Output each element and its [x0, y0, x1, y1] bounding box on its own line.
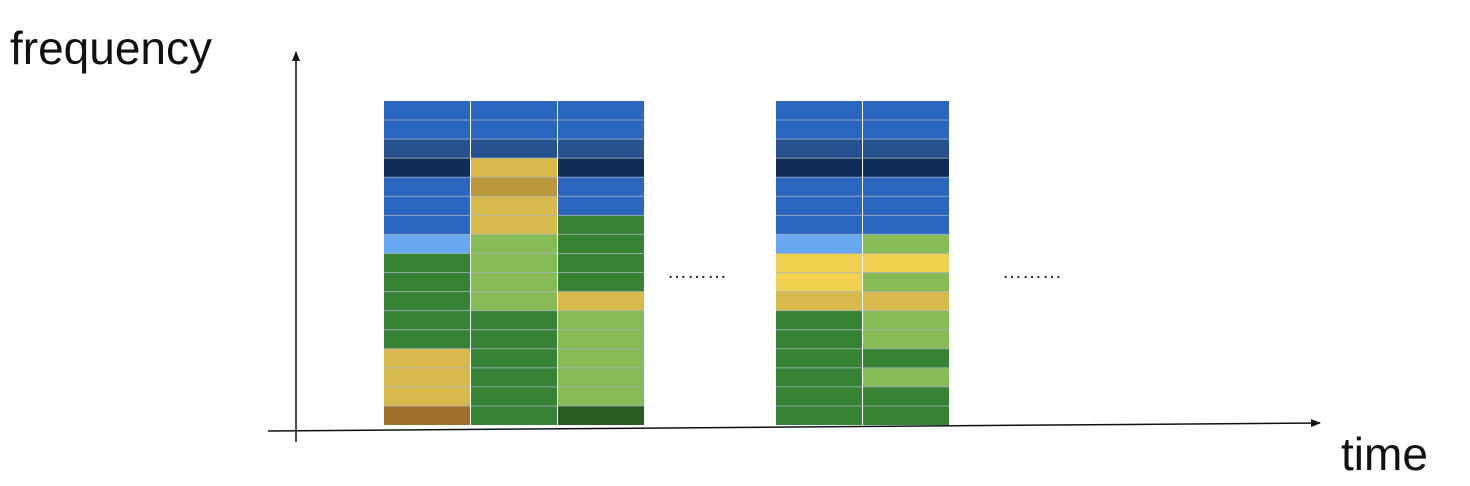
frequency-bin-cell [776, 348, 862, 368]
frequency-bin-cell [863, 367, 949, 387]
spectrogram-column [558, 101, 644, 425]
frequency-axis-label: frequency [10, 22, 212, 74]
frequency-bin-cell [558, 215, 644, 235]
frequency-bin-cell [384, 158, 470, 178]
frequency-bin-cell [776, 139, 862, 159]
frequency-bin-cell [776, 196, 862, 216]
frequency-bin-cell [776, 405, 862, 425]
frequency-bin-cell [558, 158, 644, 178]
frequency-bin-cell [863, 215, 949, 235]
frequency-bin-cell [863, 139, 949, 159]
frequency-bin-cell [863, 196, 949, 216]
frequency-bin-cell [776, 367, 862, 387]
frequency-bin-cell [558, 386, 644, 406]
frequency-bin-cell [384, 234, 470, 254]
frequency-bin-cell [776, 101, 862, 121]
frequency-bin-cell [558, 234, 644, 254]
frequency-bin-cell [471, 310, 557, 330]
spectrogram-column [471, 101, 557, 425]
frequency-bin-cell [471, 196, 557, 216]
frequency-bin-cell [558, 272, 644, 292]
frequency-bin-cell [471, 177, 557, 197]
frequency-bin-cell [471, 139, 557, 159]
frequency-bin-cell [863, 253, 949, 273]
frequency-bin-cell [558, 405, 644, 425]
spectrogram-column [776, 101, 862, 425]
frequency-bin-cell [776, 234, 862, 254]
frequency-bin-cell [558, 196, 644, 216]
frequency-bin-cell [558, 139, 644, 159]
frequency-bin-cell [471, 367, 557, 387]
frequency-bin-cell [471, 101, 557, 121]
frequency-bin-cell [863, 177, 949, 197]
frequency-bin-cell [558, 367, 644, 387]
frequency-bin-cell [384, 367, 470, 387]
frequency-bin-cell [384, 215, 470, 235]
frequency-bin-cell [863, 310, 949, 330]
ellipsis-between-groups: ……… [667, 261, 727, 283]
frequency-bin-cell [471, 405, 557, 425]
frequency-bin-cell [384, 329, 470, 349]
frequency-bin-cell [863, 158, 949, 178]
frequency-bin-cell [558, 253, 644, 273]
frequency-bin-cell [863, 291, 949, 311]
frequency-bin-cell [863, 329, 949, 349]
frequency-bin-cell [384, 177, 470, 197]
frequency-bin-cell [558, 177, 644, 197]
frequency-bin-cell [558, 329, 644, 349]
frequency-bin-cell [558, 120, 644, 140]
frequency-bin-cell [776, 253, 862, 273]
frequency-bin-cell [776, 291, 862, 311]
frequency-bin-cell [471, 253, 557, 273]
frequency-bin-cell [776, 272, 862, 292]
frequency-bin-cell [776, 386, 862, 406]
frequency-bin-cell [384, 291, 470, 311]
frequency-bin-cell [776, 158, 862, 178]
frequency-bin-cell [384, 386, 470, 406]
frequency-bin-cell [471, 120, 557, 140]
frequency-bin-cell [384, 348, 470, 368]
frequency-bin-cell [558, 291, 644, 311]
frequency-bin-cell [384, 253, 470, 273]
ellipsis-after-groups: ……… [1002, 261, 1062, 283]
frequency-bin-cell [384, 405, 470, 425]
spectrogram-column [863, 101, 949, 425]
frequency-bin-cell [384, 139, 470, 159]
frequency-bin-cell [863, 405, 949, 425]
frequency-bin-cell [863, 120, 949, 140]
frequency-bin-cell [471, 272, 557, 292]
frequency-bin-cell [384, 101, 470, 121]
frequency-bin-cell [863, 234, 949, 254]
frequency-bin-cell [558, 101, 644, 121]
time-axis-label: time [1341, 428, 1428, 480]
frequency-bin-cell [471, 348, 557, 368]
frequency-bin-cell [471, 158, 557, 178]
frequency-bin-cell [384, 272, 470, 292]
spectrogram-column [384, 101, 470, 425]
frequency-bin-cell [384, 196, 470, 216]
frequency-bin-cell [471, 215, 557, 235]
frequency-bin-cell [776, 177, 862, 197]
frequency-bin-cell [471, 291, 557, 311]
frequency-bin-cell [558, 348, 644, 368]
frequency-bin-cell [863, 272, 949, 292]
frequency-bin-cell [863, 101, 949, 121]
frequency-bin-cell [776, 329, 862, 349]
time-axis [267, 419, 1321, 432]
frequency-bin-cell [471, 234, 557, 254]
frequency-bin-cell [471, 329, 557, 349]
frequency-bin-cell [776, 215, 862, 235]
frequency-bin-cell [558, 310, 644, 330]
frequency-bin-cell [863, 386, 949, 406]
frequency-bin-cell [776, 120, 862, 140]
frequency-bin-cell [863, 348, 949, 368]
frequency-bin-cell [384, 310, 470, 330]
frequency-bin-cell [471, 386, 557, 406]
spectrogram-columns [384, 101, 949, 425]
frequency-bin-cell [776, 310, 862, 330]
frequency-bin-cell [384, 120, 470, 140]
